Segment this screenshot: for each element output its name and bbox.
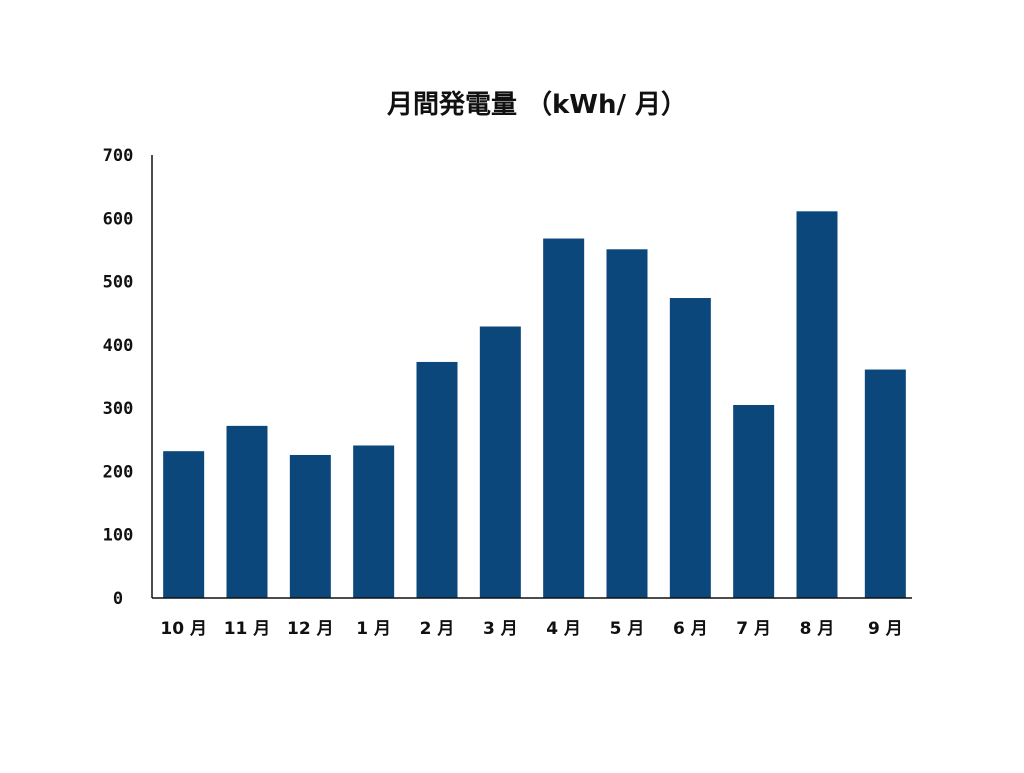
bar <box>733 404 775 598</box>
bar <box>543 238 585 598</box>
y-tick-label: 600 <box>103 209 134 229</box>
x-tick-label: 9 月 <box>868 619 903 639</box>
y-tick-label: 400 <box>103 336 134 356</box>
bar <box>669 298 711 598</box>
y-tick-label: 700 <box>103 146 134 166</box>
x-tick-label: 3 月 <box>483 619 518 639</box>
x-tick-label: 12 月 <box>287 619 334 639</box>
x-tick-label: 7 月 <box>736 619 771 639</box>
x-tick-label: 11 月 <box>224 619 271 639</box>
bar <box>226 425 268 598</box>
bar <box>163 451 205 598</box>
x-tick-label: 1 月 <box>356 619 391 639</box>
x-tick-label: 5 月 <box>610 619 645 639</box>
bars <box>163 211 906 598</box>
y-tick-label: 200 <box>103 462 134 482</box>
y-tick-label: 0 <box>113 589 123 609</box>
bar <box>289 454 331 598</box>
bar <box>864 369 906 598</box>
chart-title: 月間発電量 （kWh/ 月） <box>386 90 687 120</box>
bar <box>479 326 521 598</box>
bar <box>416 361 458 598</box>
y-tick-label: 500 <box>103 273 134 293</box>
bar <box>606 249 648 598</box>
x-tick-label: 8 月 <box>800 619 835 639</box>
y-tick-label: 100 <box>103 526 134 546</box>
bar <box>353 445 395 598</box>
y-tick-label: 300 <box>103 399 134 419</box>
bar <box>796 211 838 598</box>
y-axis-ticks: 0 100 200 300 400 500 600 700 <box>103 146 134 609</box>
x-tick-label: 2 月 <box>420 619 455 639</box>
x-tick-label: 4 月 <box>546 619 581 639</box>
x-tick-label: 6 月 <box>673 619 708 639</box>
x-tick-label: 10 月 <box>160 619 207 639</box>
x-axis-labels: 10 月 11 月 12 月 1 月 2 月 3 月 4 月 5 月 6 月 7 月 8 月 9 月 <box>160 619 902 639</box>
